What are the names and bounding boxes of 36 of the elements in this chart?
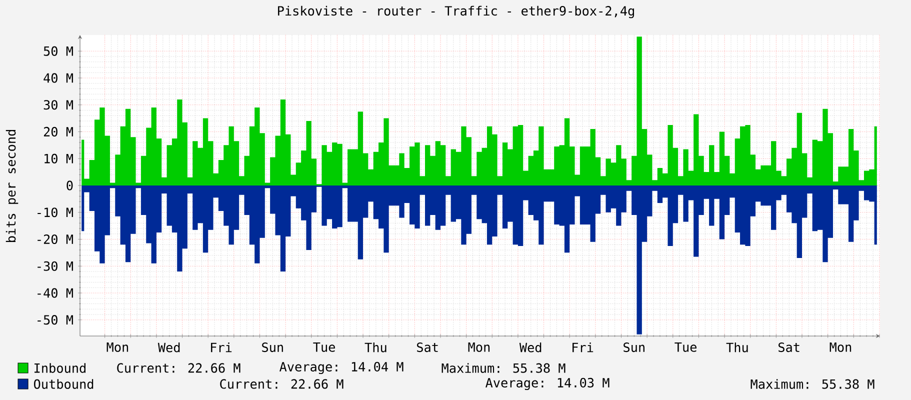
- y-tick-label: 40 M: [44, 73, 73, 83]
- y-tick-label: -10 M: [38, 208, 73, 218]
- x-tick-label: Tue: [313, 342, 335, 352]
- y-tick-label: -20 M: [38, 234, 73, 244]
- text: Current: 22.66 M: [117, 363, 240, 373]
- y-tick-label: 30 M: [44, 100, 73, 110]
- y-tick-label: 20 M: [44, 126, 73, 137]
- y-tick-label: 50 M: [44, 46, 73, 56]
- x-tick-label: Tue: [674, 342, 696, 352]
- x-tick-label: Thu: [364, 342, 386, 352]
- legend-label: Outbound: [34, 379, 94, 389]
- x-tick-label: Fri: [572, 342, 594, 352]
- text: Maximum: 55.38 M: [442, 363, 566, 373]
- chart-title: Piskoviste - router - Traffic - ether9-box-2,4g: [278, 6, 634, 18]
- x-tick-label: Sat: [417, 342, 438, 352]
- y-tick-label: -50 M: [38, 315, 73, 325]
- text: Average: 14.03 M: [486, 378, 610, 390]
- y-tick-label: -40 M: [38, 288, 73, 298]
- x-tick-label: Sat: [778, 342, 800, 352]
- text: Maximum: 55.38 M: [750, 379, 874, 389]
- x-tick-label: Mon: [468, 342, 490, 352]
- legend-label: Inbound: [34, 363, 86, 373]
- x-tick-label: Wed: [519, 342, 542, 352]
- y-tick-label: 10 M: [44, 154, 73, 164]
- text: Current: 22.66 M: [220, 379, 344, 389]
- x-tick-label: Wed: [158, 342, 180, 352]
- x-tick-label: Fri: [211, 342, 232, 352]
- x-tick-label: Mon: [830, 342, 852, 352]
- x-tick-label: Mon: [106, 342, 128, 352]
- x-tick-label: Sun: [624, 342, 644, 352]
- x-tick-label: Sun: [262, 342, 283, 352]
- text: Average: 14.04 M: [280, 362, 404, 374]
- y-axis-title: bits per second: [6, 130, 18, 242]
- y-tick-label: -30 M: [38, 261, 73, 271]
- y-tick-label: 0: [66, 180, 73, 190]
- x-tick-label: Thu: [726, 342, 748, 352]
